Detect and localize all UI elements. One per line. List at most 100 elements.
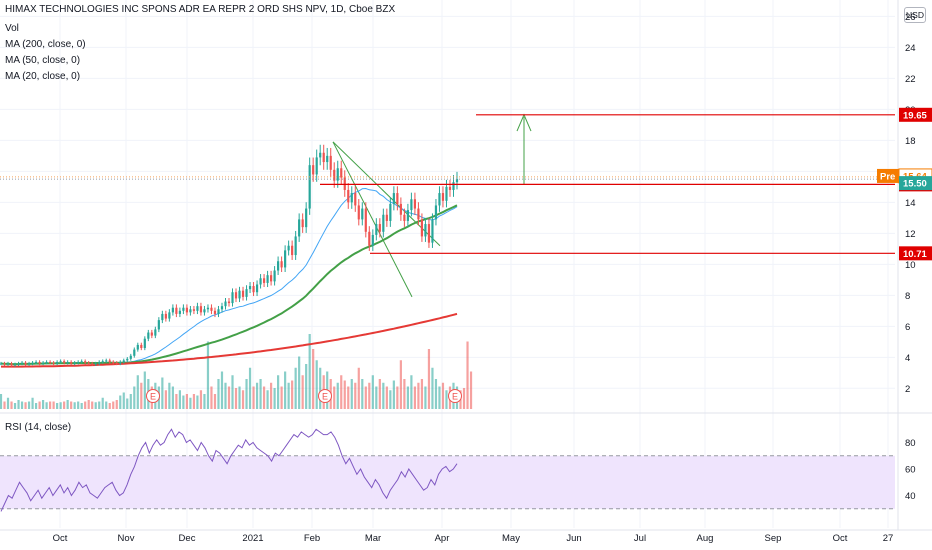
price-tick-label: 14 <box>905 198 916 209</box>
candle-body <box>10 363 13 366</box>
rsi-line <box>0 428 458 512</box>
candle-body <box>220 306 224 310</box>
volume-bar <box>427 349 431 409</box>
legend-ma20[interactable]: MA (20, close, 0) <box>5 71 81 82</box>
volume-bar <box>122 392 125 409</box>
candle-body <box>375 224 378 235</box>
legend-ma50[interactable]: MA (50, close, 0) <box>5 55 81 66</box>
price-axis[interactable]: 2468101214161820222426 <box>905 12 916 395</box>
price-levels[interactable] <box>0 114 895 254</box>
time-tick-label: Dec <box>179 533 196 544</box>
rsi-axis[interactable]: 40 60 80 <box>905 438 916 502</box>
volume-bar <box>178 390 181 409</box>
candle-body <box>287 245 290 251</box>
candle-body <box>192 309 196 311</box>
candle-body <box>66 361 69 363</box>
candle-body <box>136 344 139 350</box>
volume-bar <box>399 360 402 409</box>
candle-body <box>357 205 360 220</box>
earnings-marker <box>146 389 160 403</box>
candle-body <box>336 168 339 181</box>
candle-body <box>171 307 174 313</box>
candle-body <box>252 286 255 293</box>
volume-bar <box>3 401 6 409</box>
volume-bar <box>13 403 17 409</box>
candle-body <box>203 309 206 313</box>
candle-body <box>385 214 388 221</box>
rsi-tick-label: 80 <box>905 438 916 449</box>
volume-bar <box>245 379 248 409</box>
candle-body <box>259 278 262 285</box>
candle-body <box>245 289 248 297</box>
volume-bar <box>182 395 185 409</box>
price-tick-label: 10 <box>905 260 916 271</box>
candle-body <box>340 168 343 178</box>
volume-bar <box>136 375 139 409</box>
volume-bar <box>119 395 122 409</box>
volume-bar <box>217 379 220 409</box>
rsi-label[interactable]: RSI (14, close) <box>5 422 72 433</box>
legend-ma200[interactable]: MA (200, close, 0) <box>5 39 86 50</box>
volume-bar <box>382 382 385 409</box>
volume-bar <box>234 388 238 409</box>
candle-body <box>238 290 241 299</box>
candle-body <box>315 157 318 175</box>
candle-body <box>445 186 448 201</box>
legend-volume[interactable]: Vol <box>5 23 19 34</box>
time-axis[interactable]: Oct Nov Dec 2021 Feb Mar Apr May Jun Jul Aug Sep Oct… <box>53 533 894 544</box>
candle-body <box>308 165 311 209</box>
volume-bar <box>220 371 224 409</box>
volume-bar <box>34 403 38 409</box>
time-tick-label: 2021 <box>242 533 263 544</box>
candle-body <box>80 361 83 363</box>
volume-bar <box>84 401 87 409</box>
candle-body <box>371 234 374 246</box>
volume-bar <box>431 367 434 409</box>
price-tick-label: 12 <box>905 229 916 240</box>
candle-body <box>147 332 150 339</box>
volume-bar <box>45 402 48 409</box>
candle-body <box>49 361 52 363</box>
candle-body <box>255 284 259 293</box>
candle-body <box>262 278 266 283</box>
volume-bar <box>417 382 420 409</box>
volume-bar <box>385 386 388 409</box>
time-tick-label: Oct <box>53 533 68 544</box>
price-tick-label: 8 <box>905 291 910 302</box>
ma200-line <box>1 312 458 368</box>
volume-bar <box>445 390 448 409</box>
candle-body <box>322 152 325 163</box>
candle-body <box>77 361 80 363</box>
volume-bar <box>375 386 378 409</box>
candle-body <box>31 362 34 364</box>
rsi-pane <box>0 428 895 512</box>
volume-bar <box>185 394 189 409</box>
volume-bar <box>196 395 199 409</box>
volume-bar <box>31 397 34 409</box>
volume-bars <box>0 334 473 409</box>
candle-body <box>168 312 171 319</box>
price-tick-label: 4 <box>905 353 910 364</box>
time-tick-label: Feb <box>304 533 320 544</box>
volume-bar <box>340 375 343 409</box>
volume-bar <box>262 386 266 409</box>
currency-button[interactable]: USD <box>904 7 926 23</box>
pre-badge-label: Pre <box>880 171 895 182</box>
level-tag <box>899 107 932 122</box>
candle-body <box>312 165 315 175</box>
volume-bar <box>175 394 178 409</box>
candle-body <box>350 193 353 203</box>
price-tick-label: 6 <box>905 322 910 333</box>
volume-bar <box>56 403 59 409</box>
candle-body <box>45 361 48 363</box>
candle-body <box>403 214 406 221</box>
time-tick-label: May <box>502 533 520 544</box>
volume-bar <box>301 375 304 409</box>
volume-bar <box>98 401 101 409</box>
candle-body <box>434 205 438 220</box>
volume-bar <box>441 382 445 409</box>
candle-body <box>140 344 143 349</box>
candle-body <box>133 349 136 356</box>
